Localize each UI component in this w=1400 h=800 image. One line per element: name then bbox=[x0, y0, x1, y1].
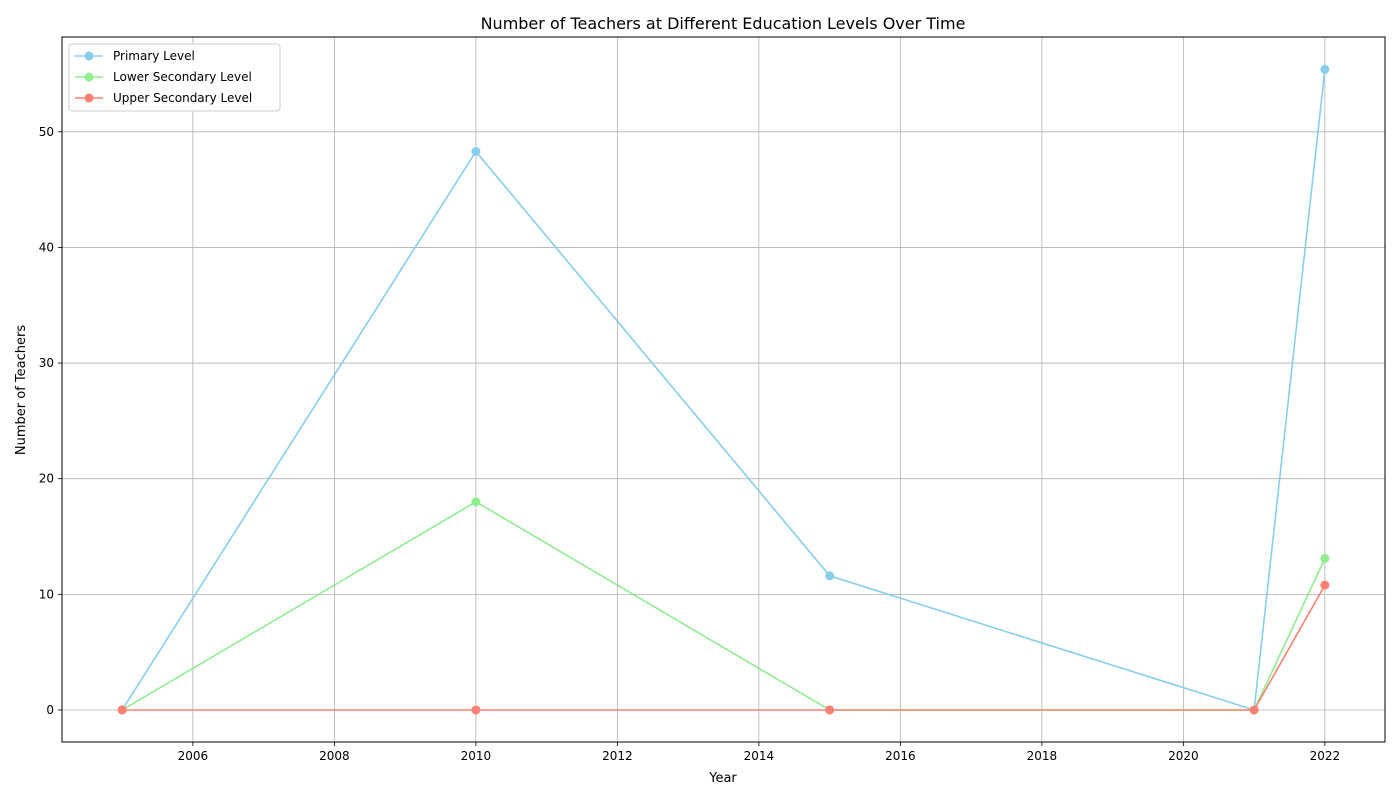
legend-item: Upper Secondary Level bbox=[75, 91, 252, 105]
y-tick-label: 10 bbox=[39, 587, 54, 601]
x-tick-label: 2014 bbox=[744, 749, 775, 763]
legend-box bbox=[68, 43, 281, 112]
y-tick-label: 20 bbox=[39, 472, 54, 486]
legend: Primary Level Lower Secondary Level Upper … bbox=[68, 43, 281, 112]
y-tick-label: 50 bbox=[39, 125, 54, 139]
legend-marker bbox=[84, 93, 94, 103]
legend-marker bbox=[84, 72, 94, 82]
data-point-primary-level bbox=[825, 571, 835, 581]
series-upper-secondary-level bbox=[117, 580, 1330, 715]
legend-item: Primary Level bbox=[75, 49, 195, 63]
data-point-lower-secondary-level bbox=[471, 497, 481, 507]
data-point-upper-secondary-level bbox=[471, 705, 481, 715]
legend-marker bbox=[84, 51, 94, 61]
x-tick-label: 2022 bbox=[1310, 749, 1341, 763]
x-tick-label: 2016 bbox=[885, 749, 916, 763]
x-tick-label: 2006 bbox=[178, 749, 209, 763]
y-axis-label: Number of Teachers bbox=[14, 325, 29, 455]
legend-label: Upper Secondary Level bbox=[113, 91, 252, 105]
legend-label: Primary Level bbox=[113, 49, 195, 63]
data-point-upper-secondary-level bbox=[1249, 705, 1259, 715]
x-tick-label: 2020 bbox=[1168, 749, 1199, 763]
x-tick-label: 2008 bbox=[319, 749, 350, 763]
x-tick-label: 2018 bbox=[1027, 749, 1058, 763]
data-point-upper-secondary-level bbox=[825, 705, 835, 715]
x-tick-label: 2010 bbox=[461, 749, 492, 763]
y-tick-label: 40 bbox=[39, 240, 54, 254]
data-point-lower-secondary-level bbox=[1320, 553, 1330, 563]
axis-ticks: 2006 2008 2010 2012 2014 2016 2018 2020 2022 0 10 2… bbox=[39, 125, 1340, 763]
data-point-upper-secondary-level bbox=[117, 705, 127, 715]
legend-item: Lower Secondary Level bbox=[75, 70, 252, 84]
chart-title: Number of Teachers at Different Educatio… bbox=[481, 14, 966, 33]
data-point-primary-level bbox=[471, 146, 481, 156]
x-axis-label: Year bbox=[708, 771, 737, 786]
plot-frame bbox=[61, 36, 1386, 743]
y-tick-label: 0 bbox=[46, 703, 54, 717]
series-lines bbox=[117, 64, 1330, 715]
data-point-primary-level bbox=[1320, 64, 1330, 74]
legend-label: Lower Secondary Level bbox=[113, 70, 252, 84]
y-tick-label: 30 bbox=[39, 356, 54, 370]
data-point-upper-secondary-level bbox=[1320, 580, 1330, 590]
x-tick-label: 2012 bbox=[602, 749, 633, 763]
